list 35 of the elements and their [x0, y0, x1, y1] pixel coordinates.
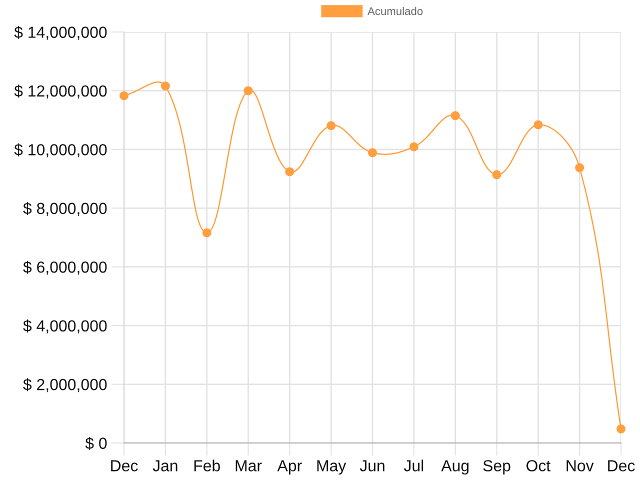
x-tick-label: Feb [194, 460, 220, 472]
point [492, 170, 502, 180]
point [409, 142, 418, 152]
x-tick-label: May [317, 460, 346, 475]
y-tick-label: $ 2,000,000 [23, 378, 107, 392]
y-tick-label: $ 6,000,000 [23, 260, 107, 275]
y-tick-label: $ 14,000,000 [14, 26, 107, 40]
x-tick-label: Apr [277, 460, 302, 475]
x-tick-label: Aug [441, 460, 469, 475]
y-tick-label: $ 10,000,000 [14, 143, 107, 158]
x-tick-label: Mar [236, 460, 262, 472]
point [244, 86, 253, 96]
x-tick-label: Dec [608, 460, 635, 472]
point [534, 120, 543, 130]
point [202, 228, 212, 238]
point [285, 167, 294, 176]
point [326, 121, 336, 130]
point [616, 424, 626, 434]
point [160, 82, 170, 91]
x-tick-label: Dec [111, 460, 138, 472]
legend-label: Acumulado [368, 6, 423, 16]
x-tick-label: Jul [404, 460, 424, 472]
point [119, 91, 129, 100]
y-tick-label: $ 12,000,000 [14, 84, 107, 99]
y-tick-label: $ 0 [85, 436, 107, 450]
x-tick-label: Oct [526, 460, 550, 472]
y-tick-label: $ 8,000,000 [23, 202, 107, 216]
point [575, 163, 584, 172]
x-tick-label: Nov [566, 460, 594, 472]
x-tick-label: Sep [483, 460, 510, 475]
point [368, 148, 378, 158]
x-tick-label: Jan [152, 460, 178, 472]
y-tick-label: $ 4,000,000 [23, 320, 107, 334]
point [450, 111, 460, 120]
x-tick-label: Jun [360, 460, 384, 472]
